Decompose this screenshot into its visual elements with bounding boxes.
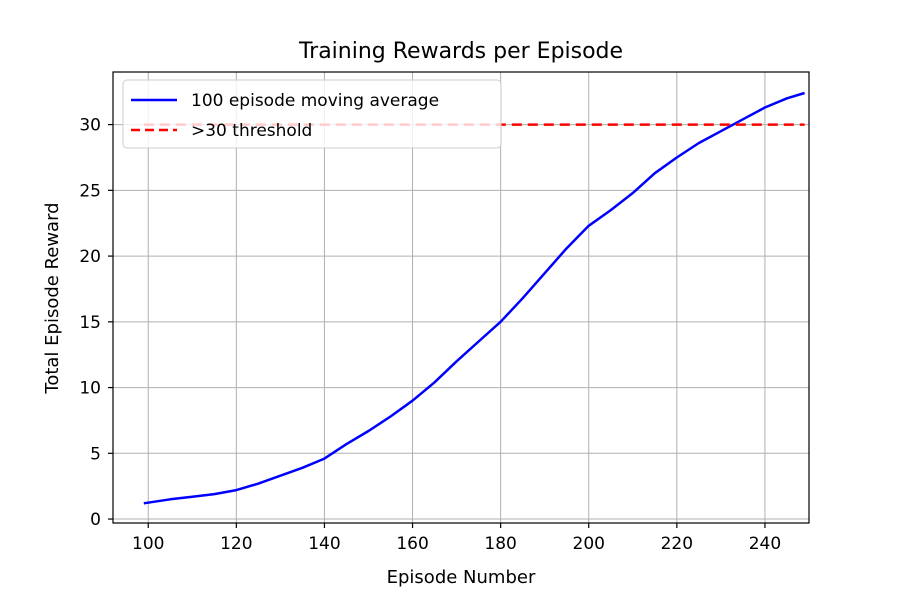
x-tick-label: 200 bbox=[573, 534, 605, 554]
x-tick-label: 100 bbox=[132, 534, 164, 554]
x-tick-label: 180 bbox=[484, 534, 516, 554]
series-layer bbox=[143, 91, 805, 505]
grid bbox=[113, 72, 809, 523]
plot-frame bbox=[112, 71, 810, 524]
x-axis-label: Episode Number bbox=[387, 567, 536, 588]
chart-title: Training Rewards per Episode bbox=[298, 39, 623, 64]
x-tick-label: 220 bbox=[661, 534, 693, 554]
legend-label-threshold: >30 threshold bbox=[191, 121, 312, 141]
x-tick-label: 160 bbox=[396, 534, 428, 554]
y-axis-label: Total Episode Reward bbox=[42, 202, 63, 394]
y-tick-label: 20 bbox=[79, 247, 101, 267]
legend: 100 episode moving average >30 threshold bbox=[122, 79, 502, 149]
y-tick-label: 0 bbox=[90, 510, 101, 530]
y-tick-label: 5 bbox=[90, 444, 101, 464]
y-tick-label: 30 bbox=[79, 116, 101, 136]
x-tick-label: 140 bbox=[308, 534, 340, 554]
legend-box bbox=[122, 79, 502, 149]
legend-label-moving-average: 100 episode moving average bbox=[191, 91, 439, 111]
x-tick-label: 120 bbox=[220, 534, 252, 554]
moving-average-line bbox=[143, 91, 805, 505]
y-tick-label: 15 bbox=[79, 313, 101, 333]
y-tick-label: 10 bbox=[79, 379, 101, 399]
y-tick-label: 25 bbox=[79, 181, 101, 201]
x-tick-label: 240 bbox=[749, 534, 781, 554]
axis-ticks: 100 120 140 160 180 200 220 240 0 5 10 15 20 25 30 bbox=[79, 116, 781, 554]
